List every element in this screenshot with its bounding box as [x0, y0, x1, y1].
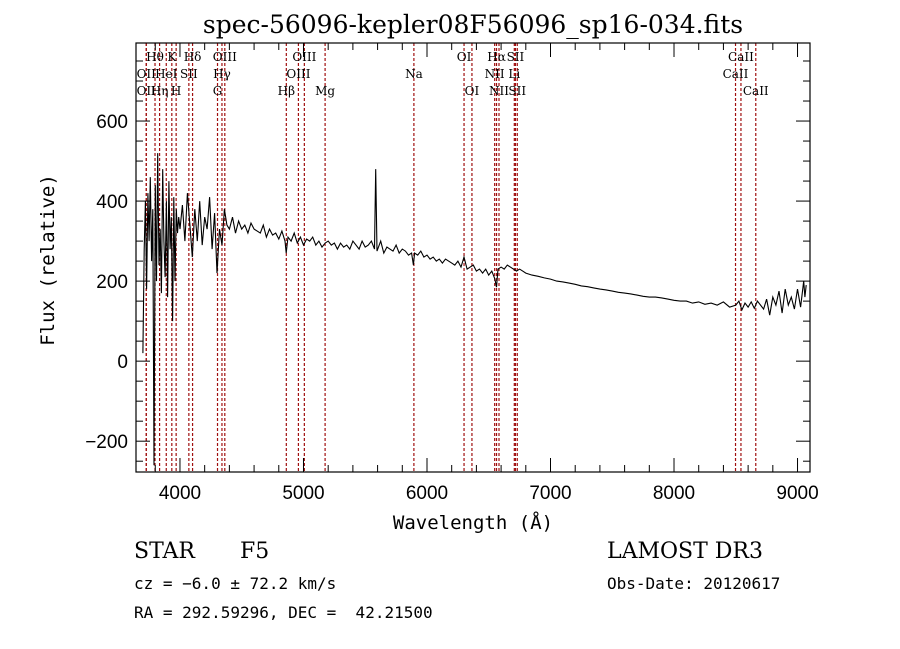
object-subclass: F5: [240, 539, 270, 564]
x-tick-label: 8000: [653, 483, 695, 504]
spectral-line-label: HeI: [155, 67, 178, 81]
coordinates-text: RA = 292.59296, DEC = 42.21500: [134, 603, 433, 622]
plot-frame: [135, 42, 811, 473]
spectral-line-label: OIII: [292, 50, 316, 64]
spectral-line-label: H: [171, 84, 181, 98]
spectral-line-label: Hγ: [213, 67, 231, 81]
spectral-line-label: OII: [137, 84, 157, 98]
x-tick-label: 5000: [282, 483, 324, 504]
spectral-line-label: CaII: [723, 67, 749, 81]
x-tick-label: 9000: [776, 483, 818, 504]
spectral-line-markers: [145, 43, 757, 472]
spectral-line-label: Hβ: [278, 84, 295, 98]
spectral-line-label: SII: [180, 67, 198, 81]
spectral-line-label: G: [213, 84, 223, 98]
spectral-line-label: Hα: [487, 50, 506, 64]
y-tick-label: 600: [96, 112, 128, 133]
spectral-line-label: OIII: [213, 50, 237, 64]
y-tick-label: 400: [96, 192, 128, 213]
flux-series: [142, 153, 807, 466]
y-tick-label: −200: [85, 432, 128, 453]
redshift-text: cz = −6.0 ± 72.2 km/s: [134, 574, 337, 593]
spectral-line-label: NII: [489, 84, 509, 98]
spectral-line-label: OI: [457, 50, 472, 64]
spectral-line-label: CaII: [743, 84, 769, 98]
spectral-line-label: K: [167, 50, 177, 64]
y-axis-label: Flux (relative): [37, 174, 59, 346]
x-tick-label: 7000: [529, 483, 571, 504]
spectral-line-label: NII: [485, 67, 505, 81]
spectral-line-label: Hη: [151, 84, 169, 98]
flux-line: [142, 153, 807, 466]
y-tick-label: 0: [117, 352, 128, 373]
spectral-line-label: OII: [137, 67, 157, 81]
observation-date: Obs-Date: 20120617: [607, 574, 781, 593]
spectral-line-label: SII: [508, 84, 526, 98]
survey-name: LAMOST DR3: [607, 539, 763, 564]
spectral-line-label: SII: [507, 50, 525, 64]
spectral-line-label: OIII: [286, 67, 310, 81]
spectral-line-label: Hδ: [184, 50, 202, 64]
x-axis-label: Wavelength (Å): [393, 511, 553, 534]
y-tick-labels: −200 0 200 400 600: [85, 112, 128, 453]
spectral-line-labels: OII OII Hθ K Hη HeI H SII Hδ G Hγ OIII Hβ OIII OIII Mg N…: [137, 50, 769, 98]
spectral-line-label: Na: [405, 67, 423, 81]
object-class: STAR: [134, 539, 195, 564]
spectral-line-label: Mg: [315, 84, 335, 98]
spectral-line-label: OI: [465, 84, 480, 98]
x-tick-label: 6000: [406, 483, 448, 504]
spectral-line-label: CaII: [728, 50, 754, 64]
spectral-line-label: Hθ: [146, 50, 164, 64]
y-tick-label: 200: [96, 272, 128, 293]
spectral-line-label: Li: [508, 67, 520, 81]
x-tick-label: 4000: [159, 483, 201, 504]
x-tick-labels: 4000 5000 6000 7000 8000 9000: [159, 483, 819, 504]
axis-ticks: [136, 43, 810, 472]
chart-title: spec-56096-kepler08F56096_sp16-034.fits: [203, 10, 743, 39]
